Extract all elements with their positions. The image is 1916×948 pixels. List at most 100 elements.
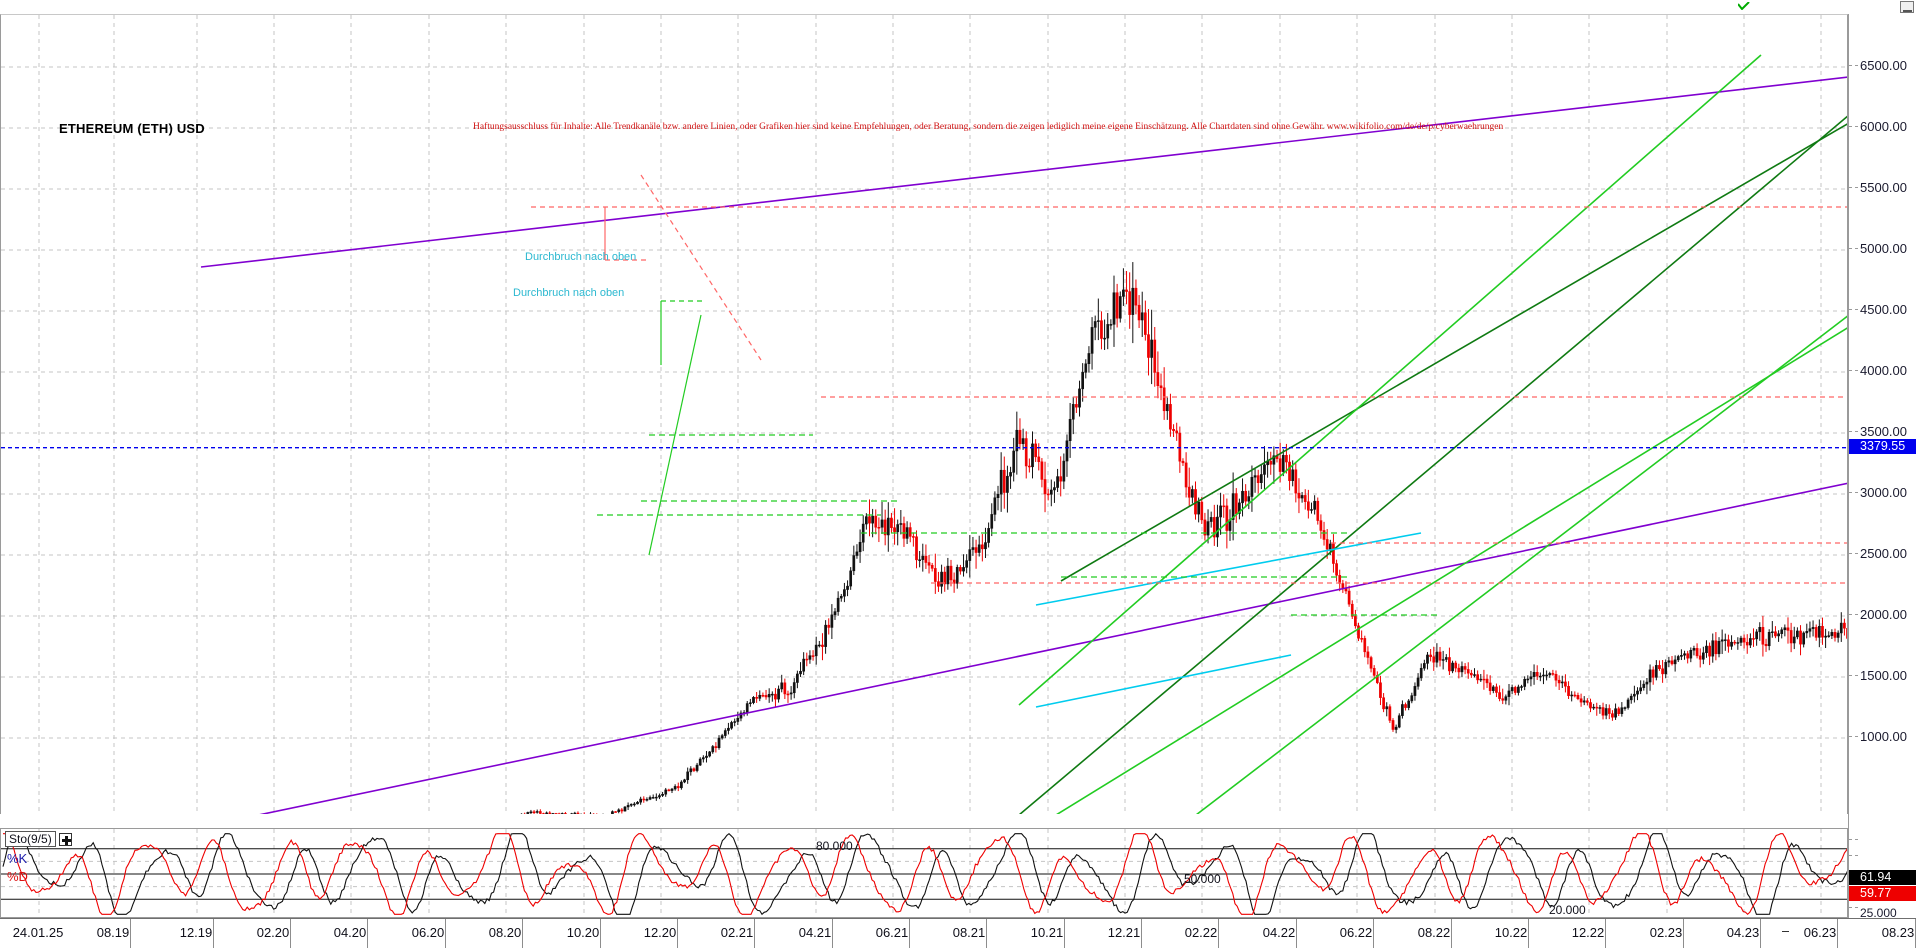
candle-body	[1749, 638, 1752, 646]
candle-body	[1150, 339, 1153, 358]
candle-body	[1595, 706, 1599, 709]
candle-body	[1335, 563, 1338, 576]
top-green-tick-icon	[1738, 2, 1750, 10]
candle-body	[1827, 635, 1831, 637]
candle-body	[1796, 630, 1799, 638]
candle-body	[937, 581, 940, 587]
candle-body	[1654, 665, 1658, 678]
candle-body	[1532, 672, 1536, 677]
candle-body	[996, 493, 1000, 498]
candle-body	[1789, 630, 1793, 644]
candle-body	[1319, 520, 1323, 531]
indicator-name-label: Sto(9/5)	[5, 831, 56, 847]
candle-body	[1601, 707, 1605, 716]
candle-body	[1510, 687, 1514, 692]
candle-body	[1040, 461, 1044, 480]
candle-body	[705, 755, 708, 758]
candle-body	[990, 514, 994, 529]
date-tick-label: 10.22	[1494, 925, 1528, 940]
candle-body	[1830, 632, 1834, 636]
candle-body	[1786, 627, 1790, 631]
candle-body	[1708, 645, 1711, 657]
candle-body	[1297, 492, 1301, 499]
candle-body	[1720, 639, 1724, 642]
date-tick-label: 04.20	[333, 925, 367, 940]
candle-body	[971, 547, 975, 550]
plus-box-icon[interactable]	[58, 832, 72, 846]
candle-body	[1250, 476, 1254, 497]
candle-body	[676, 786, 680, 789]
candle-body	[745, 703, 749, 713]
candle-body	[1651, 669, 1655, 678]
candle-body	[1504, 696, 1508, 701]
candle-body	[1156, 372, 1160, 386]
candle-body	[752, 697, 755, 703]
price-chart-panel[interactable]: ETHEREUM (ETH) USD Haftungsausschluss fü…	[0, 14, 1848, 814]
candle-body	[1426, 654, 1429, 664]
candle-body	[1441, 659, 1445, 661]
price-tick-mark	[1849, 492, 1858, 493]
candle-body	[918, 559, 921, 561]
price-axis[interactable]: 6500.00 6000.00 5500.00 5000.00 4500.00 4000.…	[1848, 14, 1916, 920]
candle-body	[1579, 698, 1583, 703]
candle-body	[1444, 657, 1448, 660]
candle-body	[1554, 673, 1558, 681]
candle-body	[827, 624, 831, 628]
candle-body	[1761, 627, 1765, 645]
candle-body	[1673, 659, 1677, 665]
candle-body	[962, 567, 965, 572]
candle-body	[714, 746, 718, 749]
candle-body	[526, 812, 530, 814]
minimize-icon[interactable]	[1900, 1, 1914, 13]
candle-body	[868, 516, 871, 524]
candle-body	[1259, 474, 1263, 483]
candle-body	[1307, 501, 1310, 511]
candle-body	[1629, 695, 1633, 701]
candle-body	[1006, 475, 1009, 493]
date-tick-separator	[754, 919, 755, 948]
candle-body	[614, 811, 617, 813]
indicator-legend[interactable]: Sto(9/5)	[5, 831, 72, 847]
candle-body	[1325, 539, 1329, 550]
candle-body	[1034, 443, 1037, 458]
candle-body	[1463, 666, 1467, 670]
date-tick-label: 12.22	[1571, 925, 1605, 940]
candle-body	[980, 544, 984, 550]
candle-body	[1767, 631, 1771, 647]
candle-body	[758, 694, 762, 699]
stochastic-indicator-panel[interactable]: Sto(9/5) %K %D 80.000 50.000 20.000	[0, 828, 1848, 918]
candle-body	[874, 515, 878, 528]
series-k-label: %K	[7, 851, 28, 866]
candle-body	[689, 768, 693, 773]
stochastic-k-line	[2, 832, 1847, 916]
candle-body	[1115, 292, 1119, 319]
candle-body	[805, 658, 809, 661]
candle-body	[1736, 642, 1740, 644]
candle-body	[1582, 700, 1586, 703]
purple-support-trendline	[259, 482, 1847, 814]
candle-body	[626, 805, 630, 808]
candle-body	[1140, 312, 1144, 321]
candle-body	[1118, 296, 1122, 319]
candle-body	[1360, 638, 1364, 640]
candle-body	[1745, 641, 1749, 646]
candle-body	[1313, 500, 1316, 510]
candle-body	[1780, 629, 1784, 634]
candle-body	[965, 560, 969, 568]
candle-body	[1698, 655, 1702, 660]
candle-body	[1460, 666, 1464, 673]
candle-body	[1817, 626, 1821, 638]
stoch-level-label-50: 50.000	[1184, 872, 1221, 886]
stoch-level-label-20: 20.000	[1549, 903, 1586, 917]
date-tick-label: 04.21	[798, 925, 832, 940]
candle-body	[1676, 656, 1680, 661]
candle-body	[1457, 667, 1461, 673]
cyan-channel-lower	[1035, 654, 1292, 708]
candle-body	[1701, 652, 1705, 660]
candle-body	[852, 555, 856, 572]
date-tick-separator	[832, 919, 833, 948]
candle-body	[930, 565, 934, 569]
date-axis[interactable]: 24.01.25 08.19 12.19 02.20 04.20 06.20 08.20 10…	[0, 918, 1916, 948]
candle-body	[1144, 312, 1147, 335]
candle-body	[560, 813, 564, 814]
